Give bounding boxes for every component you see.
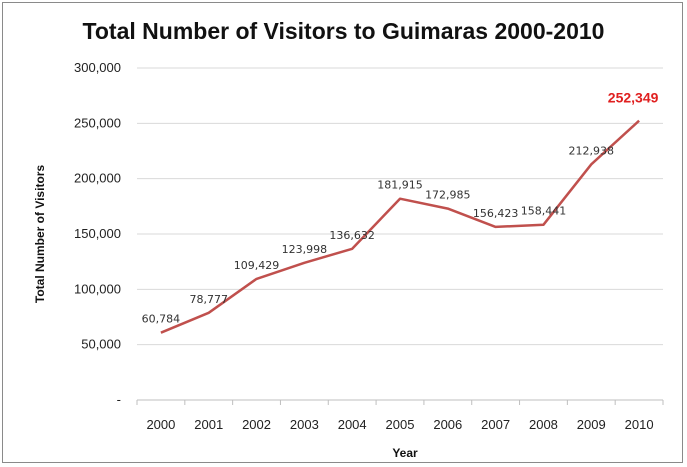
data-label: 123,998 [282,243,328,256]
y-tick-label: 200,000 [74,171,121,186]
chart-frame [2,2,683,463]
x-tick-label: 2010 [625,417,654,432]
x-tick-label: 2000 [146,417,175,432]
y-tick-label: 150,000 [74,226,121,241]
y-tick-label: - [117,392,121,407]
data-label: 60,784 [142,313,181,326]
y-axis-ticks: - 50,000 100,000 150,000 200,000 250,000 300,0… [74,60,121,407]
data-label: 172,985 [425,189,471,202]
x-tick-label: 2002 [242,417,271,432]
y-tick-label: 300,000 [74,60,121,75]
data-label: 109,429 [234,259,280,272]
x-tick-label: 2009 [577,417,606,432]
data-label: 156,423 [473,207,519,220]
x-tick-label: 2001 [194,417,223,432]
x-tick-label: 2007 [481,417,510,432]
x-axis-label: Year [392,446,418,460]
x-tick-label: 2005 [386,417,415,432]
data-label: 78,777 [189,293,228,306]
y-tick-label: 250,000 [74,115,121,130]
data-label: 181,915 [377,179,423,192]
data-label-highlight: 252,349 [608,90,659,106]
gridlines [137,67,663,346]
data-label: 158,441 [521,205,567,218]
y-tick-label: 100,000 [74,281,121,296]
x-axis-ticks: 2000 2001 2002 2003 2004 2005 2006 2007 2008 2009… [136,400,664,432]
chart-title: Total Number of Visitors to Guimaras 200… [82,18,605,44]
series-line [160,119,640,334]
data-label: 212,938 [569,144,615,157]
x-tick-label: 2008 [529,417,558,432]
data-label: 136,632 [329,229,375,242]
x-tick-label: 2003 [290,417,319,432]
y-tick-label: 50,000 [81,337,121,352]
x-tick-label: 2004 [338,417,367,432]
x-tick-label: 2006 [433,417,462,432]
y-axis-label: Total Number of Visitors [33,165,47,304]
